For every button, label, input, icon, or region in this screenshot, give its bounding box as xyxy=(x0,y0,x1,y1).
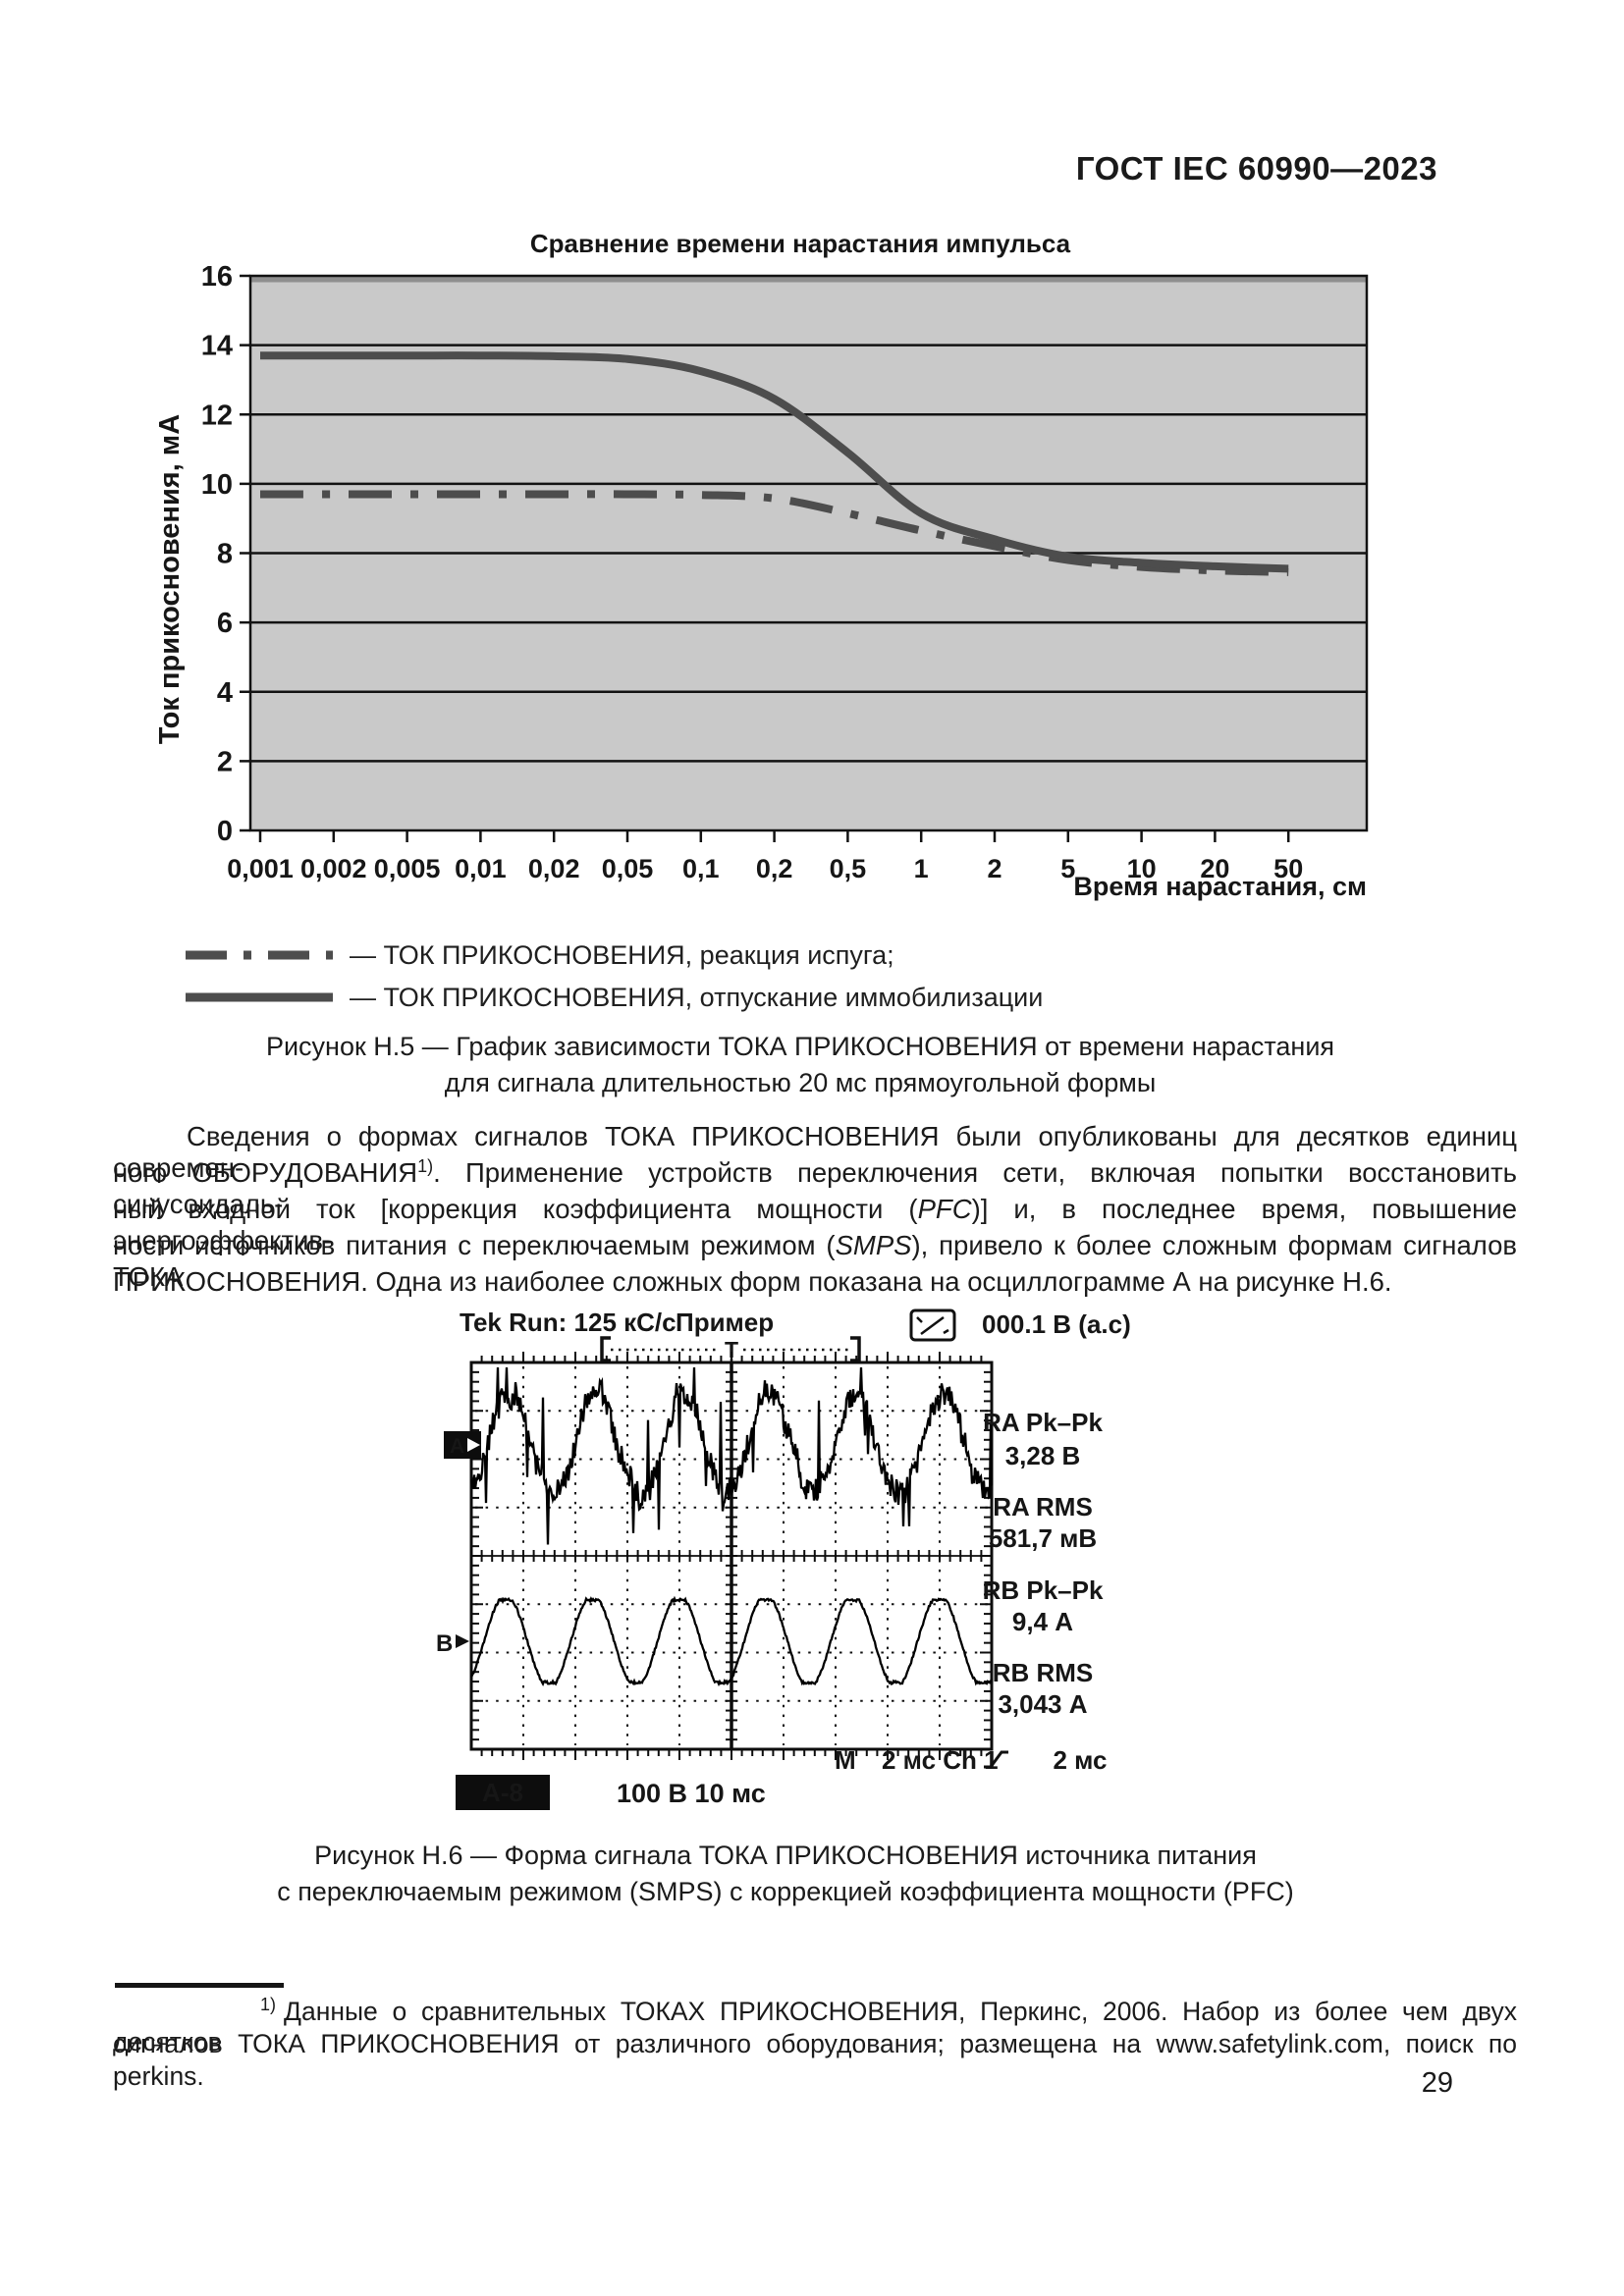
x-tick-label: 10 xyxy=(1127,854,1157,883)
x-tick-label: 0,01 xyxy=(455,854,507,883)
caption-line: Рисунок Н.5 — График зависимости ТОКА ПР… xyxy=(265,1032,1335,1061)
scope-measurements: RA Pk–Pk 3,28 В RA RMS 581,7 мВ RB Pk–Pk… xyxy=(983,1408,1104,1719)
footnote-line: сигналов ТОКА ПРИКОСНОВЕНИЯ от различног… xyxy=(113,2029,1517,2058)
y-tick-label: 8 xyxy=(217,539,233,570)
footnote: 1) Данные о сравнительных ТОКАХ ПРИКОСНОВ… xyxy=(113,1995,1517,2094)
y-tick-label: 6 xyxy=(217,608,233,639)
caption-line: для сигнала длительностью 20 мс прямоуго… xyxy=(444,1068,1157,1097)
scope-m-label: M xyxy=(835,1745,856,1775)
legend-label: — ТОК ПРИКОСНОВЕНИЯ, реакция испуга; xyxy=(350,939,894,970)
caption-line: с переключаемым режимом (SMPS) с коррекц… xyxy=(277,1877,1294,1906)
trigger-slope-icon xyxy=(984,1750,1008,1769)
scope-scale-label: 100 В 10 мс xyxy=(617,1779,766,1808)
dashdot-line-sample-icon xyxy=(186,950,333,960)
paragraph-line: ности источников питания с переключаемым… xyxy=(113,1230,1517,1292)
chart-x-axis-title: Время нарастания, см xyxy=(1073,872,1367,901)
trigger-position-marker: T xyxy=(725,1337,738,1362)
measurement-value: 3,043 А xyxy=(998,1689,1087,1719)
oscillogram: Tek Run: 125 кС/с Пример 000.1 В (а.с) T… xyxy=(436,1308,1131,1810)
x-tick-label: 20 xyxy=(1200,854,1229,883)
x-tick-label: 0,5 xyxy=(830,854,867,883)
paragraph-line: ПРИКОСНОВЕНИЯ. Одна из наиболее сложных … xyxy=(113,1266,1392,1297)
waveform-b xyxy=(469,1595,994,1687)
y-tick-label: 14 xyxy=(201,331,233,362)
legend-item-immobilization: — ТОК ПРИКОСНОВЕНИЯ, отпускание иммобили… xyxy=(183,980,1043,1015)
scope-status: Tek Run: 125 кС/с xyxy=(460,1308,677,1337)
legend-label: — ТОК ПРИКОСНОВЕНИЯ, отпускание иммобили… xyxy=(350,982,1044,1012)
y-tick-label: 12 xyxy=(201,400,233,431)
measurement-name: RB Pk–Pk xyxy=(983,1575,1104,1605)
x-tick-label: 0,002 xyxy=(300,854,367,883)
svg-text:B: B xyxy=(436,1630,453,1657)
chart-title: Сравнение времени нарастания импульса xyxy=(530,229,1071,258)
scope-graticule xyxy=(469,1352,994,1760)
footnote-line: 1) Данные о сравнительных ТОКАХ ПРИКОСНОВ… xyxy=(113,1995,1517,2056)
x-tick-label: 1 xyxy=(914,854,929,883)
x-tick-label: 0,001 xyxy=(227,854,294,883)
scope-timebase: 2 мс Ch 1 xyxy=(882,1745,999,1775)
x-tick-label: 2 xyxy=(987,854,1001,883)
solid-line-sample-icon xyxy=(186,992,333,1002)
paragraph-line: ного ОБОРУДОВАНИЯ1). Применение устройст… xyxy=(113,1156,1517,1219)
y-tick-label: 10 xyxy=(201,469,233,501)
waveform-a xyxy=(469,1366,994,1545)
y-tick-label: 2 xyxy=(217,746,233,777)
scope-top-right-value: 000.1 В (а.с) xyxy=(982,1309,1131,1339)
channel-a-arrow-icon xyxy=(467,1438,480,1452)
meter-icon xyxy=(909,1308,956,1342)
figure-h5-caption: Рисунок Н.5 — График зависимости ТОКА ПР… xyxy=(0,1029,1600,1101)
scope-sample-label: Пример xyxy=(676,1308,774,1337)
y-tick-label: 16 xyxy=(201,261,233,293)
series-solid xyxy=(259,351,1289,573)
paragraph-line: Сведения о формах сигналов ТОКА ПРИКОСНО… xyxy=(113,1121,1517,1183)
graticule-border xyxy=(469,1361,994,1751)
measurement-name: RA Pk–Pk xyxy=(983,1408,1103,1437)
footnote-reference: 1) xyxy=(417,1156,434,1176)
footnote-line: perkins. xyxy=(113,2061,204,2091)
measurement-value: 3,28 В xyxy=(1005,1441,1081,1470)
x-tick-label: 5 xyxy=(1060,854,1075,883)
y-tick-label: 0 xyxy=(217,816,233,847)
footnote-marker: 1) xyxy=(260,1995,277,2014)
measurement-name: RA RMS xyxy=(993,1492,1093,1522)
measurement-name: RB RMS xyxy=(993,1658,1094,1687)
paragraph-line: ный входной ток [коррекция коэффициента … xyxy=(113,1194,1518,1255)
x-tick-label: 0,2 xyxy=(756,854,793,883)
x-tick-label: 0,005 xyxy=(374,854,441,883)
measurement-value: 581,7 мВ xyxy=(989,1523,1097,1553)
page-number: 29 xyxy=(1421,2067,1453,2099)
channel-b-arrow-icon xyxy=(456,1634,469,1648)
chart-y-axis-title: Ток прикосновения, мА xyxy=(154,414,186,744)
legend-item-startle: — ТОК ПРИКОСНОВЕНИЯ, реакция испуга; xyxy=(183,937,894,973)
body-paragraph: Сведения о формах сигналов ТОКА ПРИКОСНО… xyxy=(113,1121,1517,1303)
caption-line: Рисунок Н.6 — Форма сигнала ТОКА ПРИКОСН… xyxy=(314,1841,1257,1870)
x-tick-label: 50 xyxy=(1273,854,1303,883)
document-header: ГОСТ IEC 60990—2023 xyxy=(1075,150,1437,187)
scope-a8-badge: А-8 xyxy=(456,1775,550,1810)
figure-h6-caption: Рисунок Н.6 — Форма сигнала ТОКА ПРИКОСН… xyxy=(0,1838,1571,1910)
x-tick-label: 0,05 xyxy=(602,854,654,883)
channel-a-marker: A xyxy=(444,1431,481,1459)
rise-time-chart: Сравнение времени нарастания импульса То… xyxy=(154,229,1369,901)
y-tick-label: 4 xyxy=(217,677,233,709)
svg-text:А-8: А-8 xyxy=(482,1778,523,1807)
svg-text:A: A xyxy=(450,1435,464,1458)
measurement-value: 9,4 А xyxy=(1012,1607,1073,1636)
x-tick-label: 0,1 xyxy=(682,854,720,883)
channel-b-marker: B xyxy=(436,1630,469,1657)
scope-timebase-right: 2 мс xyxy=(1053,1745,1107,1775)
footnote-separator xyxy=(115,1983,284,1988)
x-tick-label: 0,02 xyxy=(528,854,580,883)
